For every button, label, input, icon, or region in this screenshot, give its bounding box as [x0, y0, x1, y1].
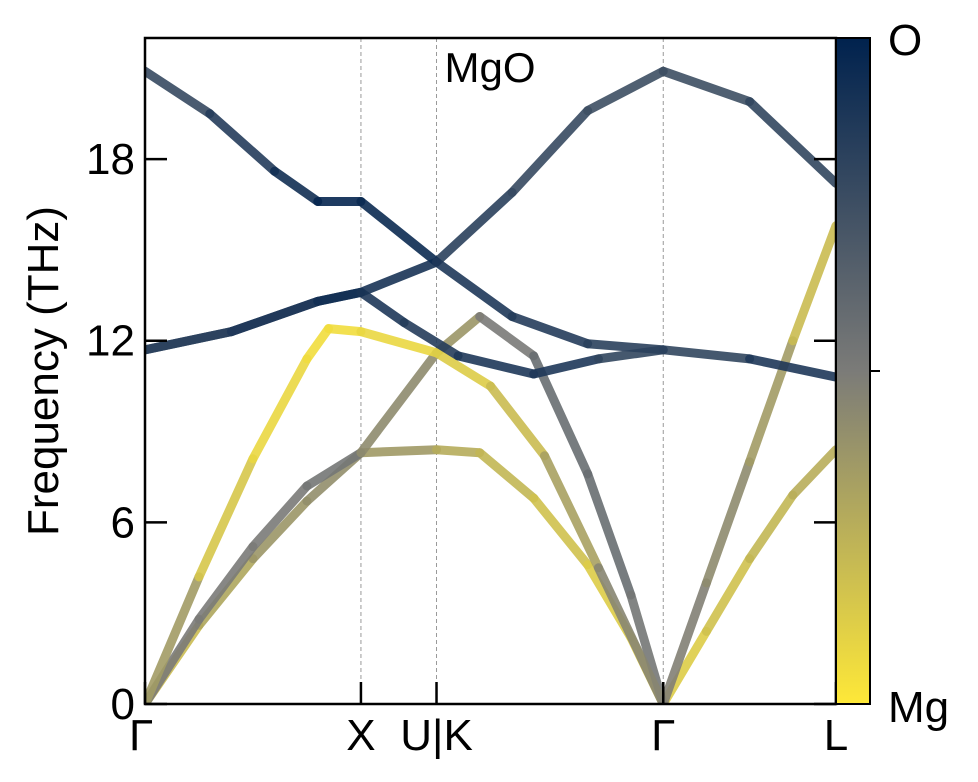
band-segment [788, 445, 836, 500]
chart-title: MgO [444, 44, 535, 91]
band-segment [356, 257, 442, 297]
x-tick-label: L [824, 711, 848, 760]
band-segment [475, 312, 539, 361]
y-axis-label: Frequency (THz) [19, 206, 68, 536]
band-segment [226, 296, 323, 337]
band-segment [145, 572, 204, 704]
band-segment [248, 481, 312, 552]
band-1 [145, 445, 836, 704]
band-segment [658, 345, 755, 364]
band-segment [194, 542, 258, 624]
y-tick-label: 6 [111, 498, 135, 547]
band-segment [701, 554, 755, 636]
band-segment [194, 454, 258, 582]
band-segment [145, 327, 236, 355]
band-segment [583, 469, 636, 600]
band-segment [432, 257, 517, 322]
band-segment [529, 493, 593, 570]
band-segment [302, 448, 366, 491]
phonon-bands [145, 66, 836, 704]
band-segment [356, 327, 442, 358]
band-segment [453, 351, 539, 379]
band-segment [745, 97, 836, 188]
band-segment [432, 445, 485, 458]
band-segment [248, 354, 312, 464]
band-6 [145, 66, 668, 355]
band-segment [593, 563, 668, 704]
band-segment [745, 354, 836, 382]
band-segment [486, 381, 549, 461]
band-segment [745, 336, 798, 467]
colorbar-top-label: O [888, 16, 922, 65]
band-segment [658, 66, 755, 107]
band-segment [356, 348, 442, 458]
band-3 [145, 221, 836, 704]
band-segment [324, 324, 366, 337]
band-segment [583, 66, 668, 116]
colorbar [835, 37, 871, 705]
band-segment [302, 324, 334, 364]
x-axis-ticks: Γ X U|K Γ L [129, 682, 848, 760]
band-2 [145, 312, 668, 704]
y-axis-ticks: 0 6 12 18 [86, 135, 836, 729]
band-segment [270, 166, 323, 206]
band-segment [248, 496, 312, 564]
band-segment [313, 287, 366, 306]
band-segment [507, 106, 593, 197]
band-segment [399, 318, 463, 361]
band-segment [356, 445, 442, 458]
band-5 [145, 66, 836, 355]
band-segment [475, 448, 539, 503]
band-segment [788, 221, 836, 346]
band-segment [356, 287, 409, 328]
high-symmetry-gridlines [360, 38, 664, 704]
y-tick-label: 0 [111, 680, 135, 729]
band-segment [529, 354, 603, 379]
band-segment [539, 451, 603, 573]
x-tick-label: U|K [400, 711, 473, 760]
band-segment [507, 312, 593, 349]
band-segment [701, 457, 755, 588]
x-tick-label: Γ [651, 711, 675, 760]
y-tick-label: 18 [86, 135, 135, 184]
band-segment [745, 490, 798, 564]
band-segment [356, 196, 442, 267]
x-tick-label: Γ [129, 711, 153, 760]
band-segment [583, 339, 668, 355]
band-segment [432, 348, 495, 391]
band-segment [145, 66, 215, 119]
y-tick-label: 12 [86, 317, 135, 366]
band-segment [658, 578, 711, 704]
band-segment [432, 187, 517, 267]
plot-frame [143, 36, 838, 706]
colorbar-bottom-label: Mg [888, 683, 949, 732]
band-segment [205, 109, 280, 176]
x-tick-label: X [346, 711, 375, 760]
